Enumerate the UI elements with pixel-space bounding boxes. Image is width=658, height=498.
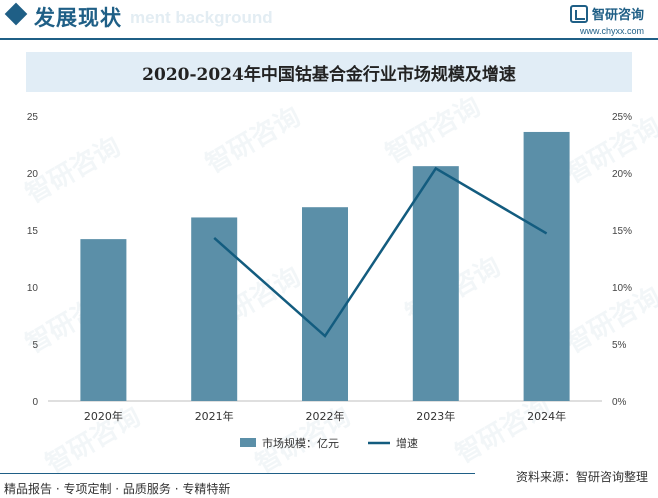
header-divider (0, 38, 658, 40)
y-left-tick-label: 15 (27, 226, 39, 237)
legend-bar-swatch (240, 438, 256, 447)
y-right-tick-label: 15% (612, 226, 632, 237)
brand-logo-icon (569, 4, 588, 23)
header: ment background 发展现状 智研咨询 www.chyxx.com (0, 0, 658, 40)
bar (80, 239, 127, 401)
bar (412, 166, 459, 401)
chart-title: 2020-2024年中国钴基合金行业市场规模及增速 (142, 64, 516, 85)
chart-title-bar: 2020-2024年中国钴基合金行业市场规模及增速 (26, 52, 632, 92)
x-tick-label: 2023年 (416, 409, 455, 423)
y-left-tick-label: 20 (27, 169, 39, 180)
bar (523, 131, 570, 401)
y-left-tick-label: 25 (27, 112, 39, 123)
x-tick-label: 2024年 (527, 409, 566, 423)
x-tick-label: 2021年 (195, 409, 234, 423)
y-right-tick-label: 10% (612, 283, 632, 294)
footer-divider (0, 473, 475, 474)
brand-name: 智研咨询 (591, 8, 644, 23)
growth-line (213, 166, 548, 338)
ghost-title: ment background (130, 8, 273, 27)
y-left-tick-label: 10 (27, 283, 39, 294)
legend-bar-label: 市场规模：亿元 (262, 436, 339, 450)
section-title: 发展现状 (34, 6, 122, 30)
bar (191, 217, 238, 401)
legend-line-label: 增速 (396, 436, 418, 450)
y-right-tick-label: 0% (612, 397, 627, 408)
y-left-tick-label: 5 (32, 340, 38, 351)
brand-url: www.chyxx.com (579, 26, 644, 36)
y-right-tick-label: 20% (612, 169, 632, 180)
x-tick-label: 2020年 (84, 409, 123, 423)
y-right-tick-label: 5% (612, 340, 627, 351)
y-left-tick-label: 0 (32, 397, 38, 408)
footer-source: 资料来源：智研咨询整理 (515, 470, 648, 484)
brand: 智研咨询 (569, 4, 644, 23)
footer-slogan: 精品报告 · 专项定制 · 品质服务 · 专精特新 (4, 482, 231, 496)
y-right-tick-label: 25% (612, 112, 632, 123)
bar (302, 207, 348, 401)
x-tick-label: 2022年 (306, 409, 345, 423)
